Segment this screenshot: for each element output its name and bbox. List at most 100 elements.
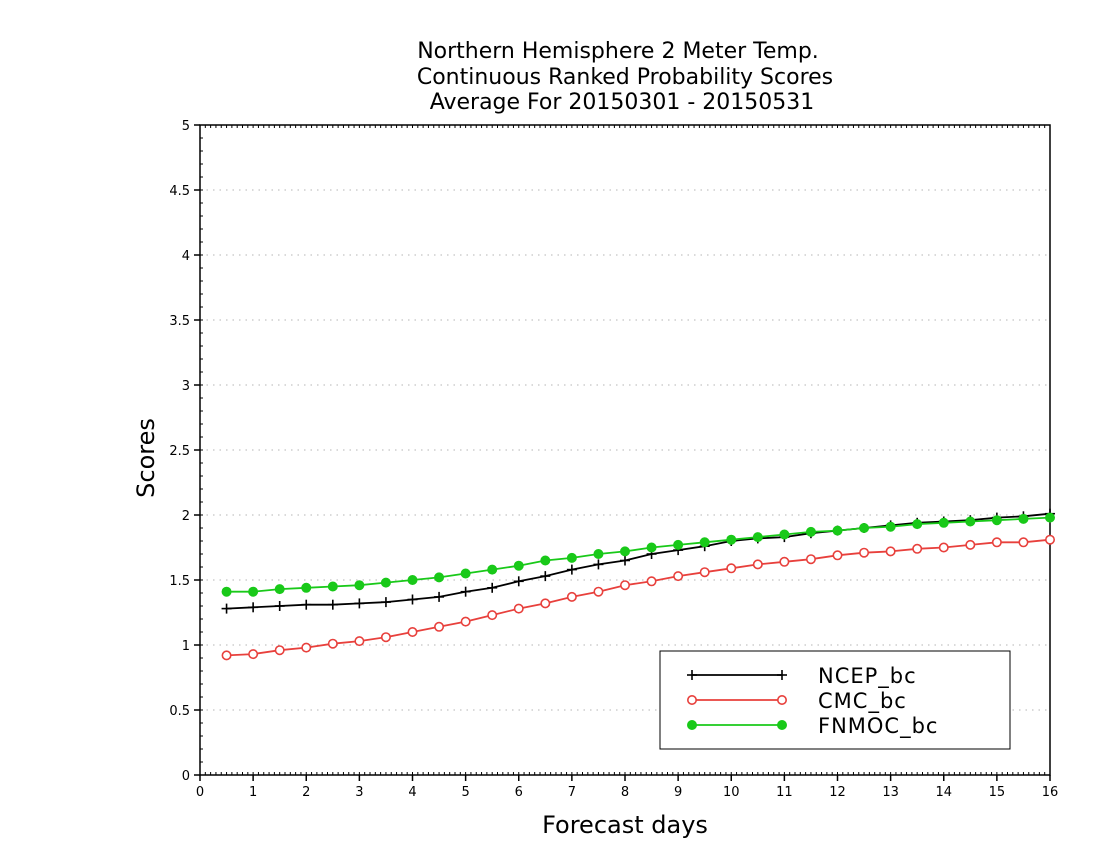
- gridlines: [200, 189, 1050, 711]
- cmc-bc-point-marker: [938, 542, 949, 553]
- cmc-bc-point-marker: [912, 543, 923, 554]
- cmc-bc-point-marker: [699, 567, 710, 578]
- cmc-bc-point-marker: [460, 616, 471, 627]
- cmc-bc-point-marker: [859, 547, 870, 558]
- cmc-bc-point-marker: [779, 556, 790, 567]
- x-tick-label: 2: [302, 785, 310, 800]
- cmc-bc-point-marker: [619, 580, 630, 591]
- cmc-bc-point-marker: [327, 638, 338, 649]
- fnmoc-bc-point-marker: [965, 516, 976, 527]
- cmc-bc-point-marker: [301, 642, 312, 653]
- x-tick-label: 4: [408, 785, 416, 800]
- fnmoc-bc-point-marker: [779, 529, 790, 540]
- fnmoc-bc-point-marker: [434, 572, 445, 583]
- cmc-bc-point-marker: [593, 586, 604, 597]
- fnmoc-bc-point-marker: [1045, 512, 1055, 523]
- legend-item-cmc-bc: CMC_bc: [686, 689, 907, 714]
- fnmoc-bc-point-marker: [620, 546, 630, 557]
- fnmoc-bc-point-marker: [380, 577, 391, 588]
- legend-swatch-end-marker: [777, 720, 787, 730]
- x-tick-label: 5: [461, 785, 469, 800]
- fnmoc-bc-point-marker: [274, 584, 285, 595]
- cmc-bc-point-marker: [805, 554, 816, 565]
- x-tick-label: 7: [568, 785, 576, 800]
- fnmoc-bc-point-marker: [991, 515, 1002, 526]
- legend-swatch-end-marker: [776, 694, 787, 705]
- cmc-bc-point-marker: [673, 571, 684, 582]
- cmc-bc-point-marker: [752, 559, 763, 570]
- cmc-bc-point-marker: [991, 537, 1002, 548]
- x-tick-label: 1: [249, 785, 257, 800]
- fnmoc-bc-point-marker: [540, 555, 551, 566]
- x-tick-label: 12: [829, 785, 846, 800]
- y-tick-label: 2.5: [169, 444, 190, 459]
- cmc-bc-point-marker: [380, 632, 391, 643]
- legend-label: NCEP_bc: [818, 664, 917, 689]
- legend-item-fnmoc-bc: FNMOC_bc: [687, 714, 938, 739]
- cmc-bc-series: [221, 534, 1056, 661]
- cmc-bc-point-marker: [965, 539, 976, 550]
- y-axis-title: Scores: [132, 418, 160, 498]
- chart-title: Northern Hemisphere 2 Meter Temp. Contin…: [417, 39, 833, 115]
- fnmoc-bc-point-marker: [673, 539, 684, 550]
- fnmoc-bc-point-marker: [460, 568, 471, 579]
- fnmoc-bc-point-marker: [354, 580, 365, 591]
- legend-swatch-start-marker: [686, 694, 697, 705]
- fnmoc-bc-point-marker: [327, 581, 338, 592]
- fnmoc-bc-series: [221, 512, 1055, 597]
- fnmoc-bc-point-marker: [566, 552, 577, 563]
- cmc-bc-point-marker: [407, 626, 418, 637]
- title-line-3: Average For 20150301 - 20150531: [430, 90, 815, 115]
- x-tick-label: 14: [935, 785, 952, 800]
- y-tick-label: 2: [182, 509, 190, 524]
- ncep-bc-series: [221, 508, 1055, 614]
- y-tick-label: 0.5: [169, 704, 190, 719]
- cmc-bc-point-marker: [540, 598, 551, 609]
- fnmoc-bc-point-marker: [805, 526, 816, 537]
- title-line-2: Continuous Ranked Probability Scores: [417, 65, 833, 90]
- fnmoc-bc-point-marker: [1018, 513, 1029, 524]
- x-tick-label: 11: [776, 785, 793, 800]
- cmc-bc-point-marker: [1018, 537, 1029, 548]
- fnmoc-bc-point-marker: [593, 549, 604, 559]
- legend-item-ncep-bc: NCEP_bc: [687, 664, 917, 689]
- fnmoc-bc-point-marker: [407, 575, 418, 585]
- legend-swatch-start-marker: [687, 720, 697, 730]
- title-line-1: Northern Hemisphere 2 Meter Temp.: [417, 39, 819, 64]
- fnmoc-bc-point-marker: [699, 537, 710, 548]
- fnmoc-bc-point-marker: [752, 532, 763, 543]
- fnmoc-bc-point-marker: [487, 564, 498, 575]
- series-lines: [221, 508, 1056, 661]
- x-tick-label: 3: [355, 785, 363, 800]
- cmc-bc-point-marker: [274, 645, 285, 656]
- legend-label: FNMOC_bc: [818, 714, 938, 739]
- y-tick-label: 5: [182, 119, 190, 134]
- cmc-bc-point-marker: [726, 563, 737, 574]
- y-tick-label: 1.5: [169, 574, 190, 589]
- y-tick-label: 3: [182, 379, 190, 394]
- x-tick-label: 13: [882, 785, 899, 800]
- cmc-bc-point-marker: [248, 649, 259, 660]
- x-tick-label: 6: [515, 785, 523, 800]
- x-tick-label: 15: [989, 785, 1006, 800]
- ncep-bc-line: [226, 512, 1051, 610]
- fnmoc-bc-point-marker: [832, 525, 843, 536]
- cmc-bc-point-marker: [1045, 534, 1056, 545]
- fnmoc-bc-point-marker: [859, 523, 870, 533]
- cmc-bc-point-marker: [354, 636, 365, 647]
- fnmoc-bc-point-marker: [513, 560, 524, 571]
- fnmoc-bc-point-marker: [938, 517, 949, 528]
- fnmoc-bc-point-marker: [646, 542, 657, 553]
- legend-label: CMC_bc: [818, 689, 907, 714]
- x-tick-label: 0: [196, 785, 204, 800]
- cmc-bc-point-marker: [434, 621, 445, 632]
- cmc-bc-point-marker: [885, 546, 896, 557]
- y-tick-label: 0: [182, 769, 190, 784]
- fnmoc-bc-point-marker: [885, 521, 896, 532]
- cmc-bc-point-marker: [221, 650, 232, 661]
- x-tick-label: 16: [1042, 785, 1059, 800]
- cmc-bc-point-marker: [487, 610, 498, 621]
- fnmoc-bc-point-marker: [726, 534, 737, 545]
